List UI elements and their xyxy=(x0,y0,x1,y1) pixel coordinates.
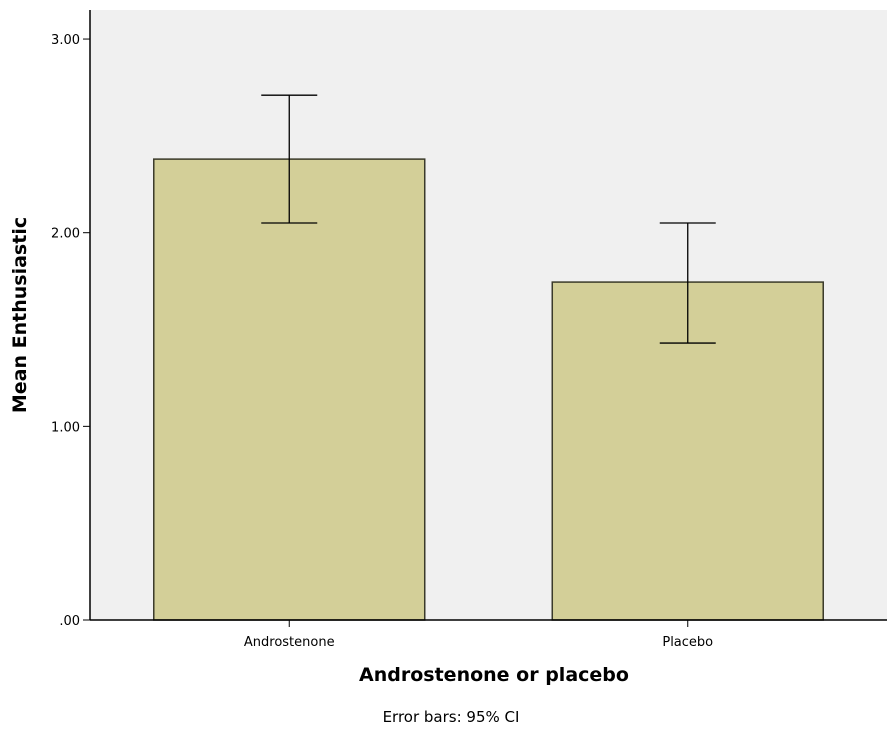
error-bars-footnote: Error bars: 95% CI xyxy=(383,708,520,726)
y-tick-label: 3.00 xyxy=(51,33,80,48)
x-axis-title: Androstenone or placebo xyxy=(359,664,629,686)
x-tick-label: Placebo xyxy=(662,635,713,650)
x-tick-label: Androstenone xyxy=(244,635,335,650)
error-bars-layer xyxy=(261,94,716,344)
y-tick-label: 1.00 xyxy=(51,420,80,435)
y-ticks-layer: .00 1.00 2.00 3.00 xyxy=(51,33,90,629)
y-axis-title: Mean Enthusiastic xyxy=(9,217,31,413)
x-ticks-layer: Androstenone Placebo xyxy=(244,620,713,650)
y-tick-label: 2.00 xyxy=(51,227,80,242)
y-tick-label: .00 xyxy=(59,614,80,629)
bar-androstenone xyxy=(153,158,426,621)
